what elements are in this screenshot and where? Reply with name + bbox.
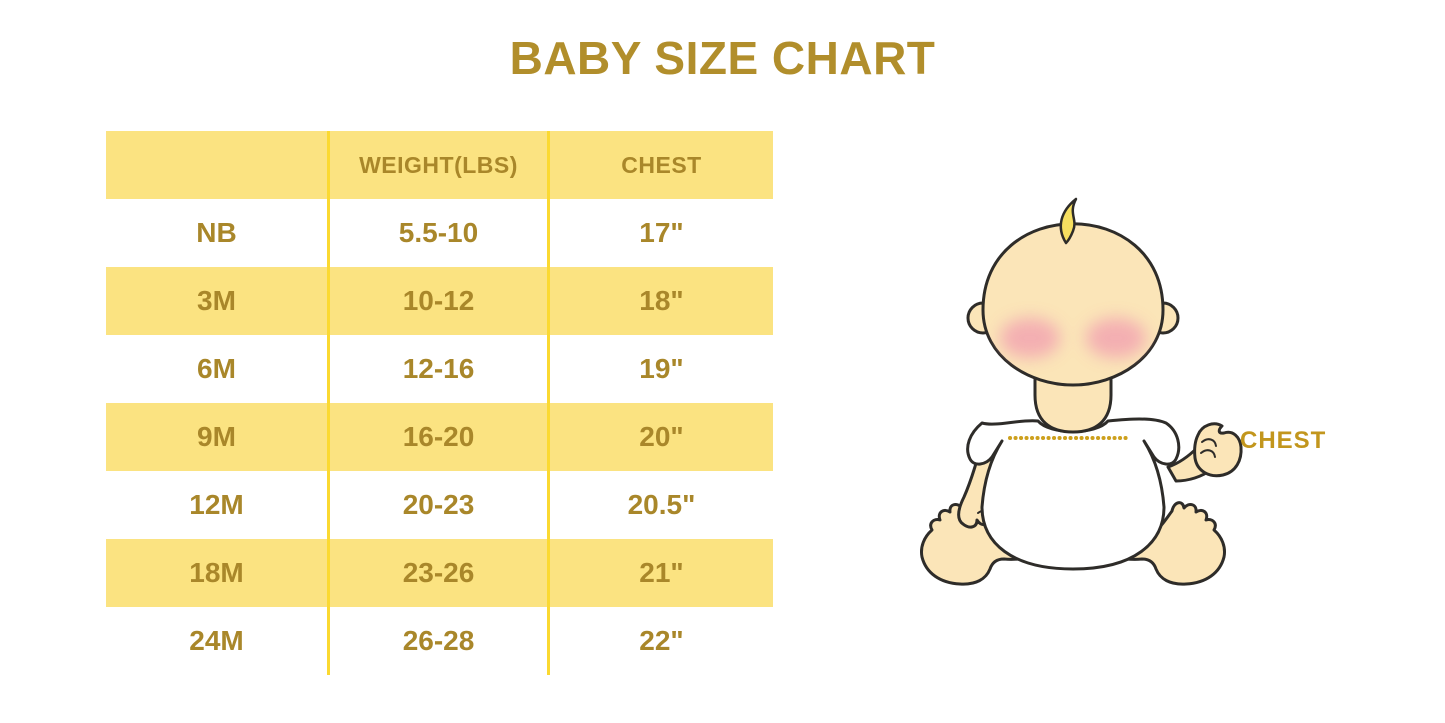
size-cell: 6M: [197, 353, 236, 384]
table-row: NB 5.5-10 17": [106, 199, 773, 267]
baby-hair-curl: [1059, 197, 1078, 245]
page-title: BABY SIZE CHART: [509, 32, 936, 84]
weight-cell: 20-23: [327, 471, 550, 539]
baby-head: [981, 222, 1165, 387]
baby-illustration: [920, 197, 1243, 586]
size-cell: 9M: [197, 421, 236, 452]
chest-cell: 19": [639, 353, 684, 384]
chest-cell: 21": [639, 557, 684, 588]
size-cell: 3M: [197, 285, 236, 316]
column-header-size: [106, 131, 327, 199]
table-row: 6M 12-16 19": [106, 335, 773, 403]
size-table: WEIGHT(LBS) CHEST NB 5.5-10 17" 3M 10-12…: [106, 131, 773, 675]
table-row: 12M 20-23 20.5": [106, 471, 773, 539]
weight-cell: 23-26: [327, 539, 550, 607]
baby-right-arm: [1166, 422, 1243, 483]
baby-fist: [1193, 422, 1243, 478]
table-row: 24M 26-28 22": [106, 607, 773, 675]
weight-cell: 5.5-10: [327, 199, 550, 267]
table-row: 9M 16-20 20": [106, 403, 773, 471]
baby-cheeks: [1000, 318, 1146, 358]
chest-cell: 20": [639, 421, 684, 452]
table-header-row: WEIGHT(LBS) CHEST: [106, 131, 773, 199]
table-row: 18M 23-26 21": [106, 539, 773, 607]
column-header-chest: CHEST: [621, 151, 702, 178]
chest-cell: 22": [639, 625, 684, 656]
chest-cell: 20.5": [627, 489, 696, 520]
chest-cell: 17": [639, 217, 684, 248]
table-row: 3M 10-12 18": [106, 267, 773, 335]
size-cell: NB: [196, 217, 237, 248]
weight-cell: 26-28: [327, 607, 550, 675]
size-cell: 24M: [189, 625, 244, 656]
baby-right-leg: [1082, 501, 1226, 586]
chest-cell: 18": [639, 285, 684, 316]
size-cell: 18M: [189, 557, 244, 588]
column-header-weight: WEIGHT(LBS): [327, 131, 550, 199]
weight-cell: 12-16: [327, 335, 550, 403]
weight-cell: 16-20: [327, 403, 550, 471]
chest-measure-label: CHEST: [1240, 427, 1327, 454]
weight-cell: 10-12: [327, 267, 550, 335]
size-cell: 12M: [189, 489, 244, 520]
baby-torso: [966, 417, 1181, 571]
